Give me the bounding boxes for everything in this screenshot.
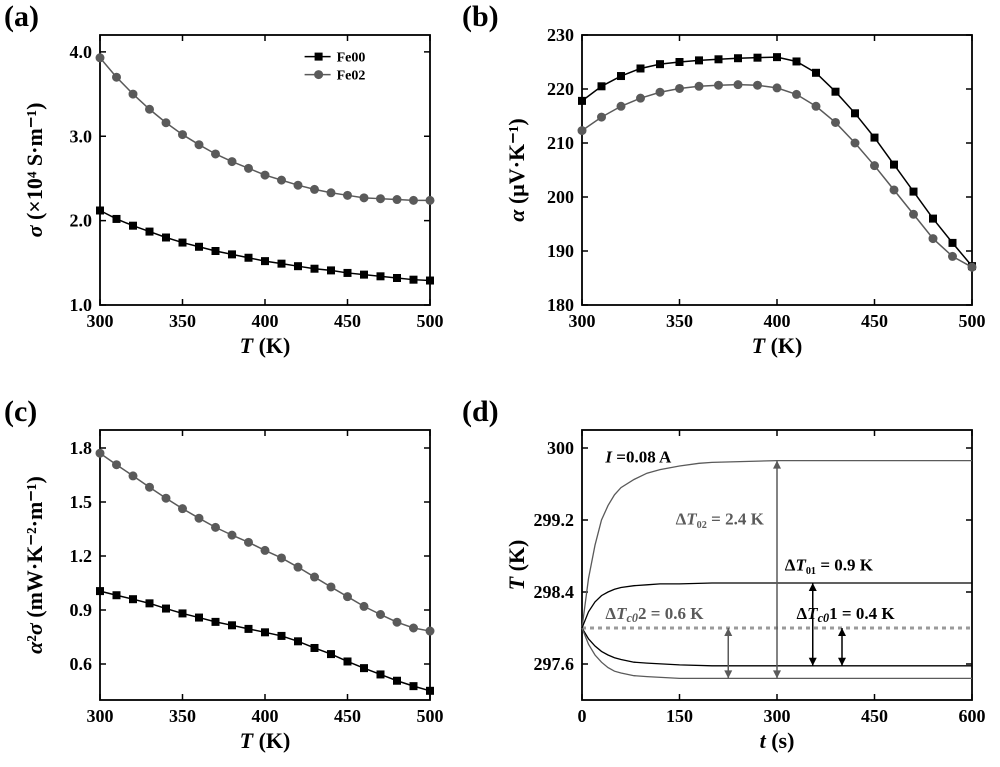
svg-text:T (K): T (K) [240,333,291,358]
svg-text:400: 400 [764,311,791,331]
svg-text:T (K): T (K) [504,540,529,591]
svg-text:0.6: 0.6 [70,654,93,674]
svg-text:210: 210 [547,133,574,153]
chart-c: 300 350 400 450 500 0.6 0.9 1.2 1.5 1.8 T (K) α²σ (… [0,380,460,767]
svg-text:500: 500 [417,311,444,331]
svg-text:450: 450 [861,706,888,726]
svg-text:0.9: 0.9 [70,600,93,620]
figure-container: (a) (b) (c) (d) 3003504004505001.02.03.0… [0,0,1000,767]
svg-text:Fe00: Fe00 [337,51,366,66]
svg-text:500: 500 [417,706,444,726]
svg-text:299.2: 299.2 [534,510,575,530]
svg-text:ΔTc02 = 0.6 K: ΔTc02 = 0.6 K [605,604,704,625]
svg-text:I =0.08 A: I =0.08 A [604,447,672,466]
svg-text:0: 0 [578,706,587,726]
svg-text:ΔTc01 = 0.4 K: ΔTc01 = 0.4 K [797,604,896,625]
svg-text:σ (×10⁴ S·m⁻¹): σ (×10⁴ S·m⁻¹) [22,103,47,238]
svg-text:1.8: 1.8 [70,438,93,458]
svg-text:α (μV·K⁻¹): α (μV·K⁻¹) [504,118,529,221]
svg-text:ΔT₀₂ = 2.4 K: ΔT₀₂ = 2.4 K [676,510,765,529]
svg-text:ΔT₀₁ = 0.9 K: ΔT₀₁ = 0.9 K [785,555,874,574]
svg-text:230: 230 [547,25,574,45]
svg-text:600: 600 [959,706,986,726]
svg-text:300: 300 [87,706,114,726]
svg-text:α²σ (mW·K⁻²·m⁻¹): α²σ (mW·K⁻²·m⁻¹) [22,476,47,654]
svg-text:2.0: 2.0 [70,211,93,231]
svg-text:500: 500 [959,311,986,331]
svg-text:T (K): T (K) [752,333,803,358]
svg-text:220: 220 [547,79,574,99]
svg-text:Fe02: Fe02 [337,69,366,84]
svg-text:450: 450 [861,311,888,331]
chart-b: 300350400450500180190200210220230T (K)α … [460,0,1000,380]
svg-text:1.2: 1.2 [70,546,93,566]
svg-text:190: 190 [547,241,574,261]
svg-text:350: 350 [666,311,693,331]
svg-text:400: 400 [252,706,279,726]
svg-text:150: 150 [666,706,693,726]
svg-text:298.4: 298.4 [534,582,575,602]
svg-text:t (s): t (s) [760,728,795,753]
svg-text:350: 350 [169,311,196,331]
svg-text:1.5: 1.5 [70,492,93,512]
svg-text:400: 400 [252,311,279,331]
svg-text:200: 200 [547,187,574,207]
svg-text:300: 300 [547,438,574,458]
svg-text:350: 350 [169,706,196,726]
svg-text:297.6: 297.6 [534,654,575,674]
chart-d: 0150300450600297.6298.4299.2300t (s)T (K… [460,380,1000,767]
svg-text:300: 300 [764,706,791,726]
svg-text:T (K): T (K) [240,728,291,753]
svg-text:450: 450 [334,311,361,331]
svg-text:180: 180 [547,295,574,315]
chart-a: 3003504004505001.02.03.04.0T (K)σ (×10⁴ … [0,0,460,380]
svg-text:450: 450 [334,706,361,726]
svg-text:1.0: 1.0 [70,295,93,315]
svg-text:4.0: 4.0 [70,42,93,62]
svg-text:3.0: 3.0 [70,126,93,146]
